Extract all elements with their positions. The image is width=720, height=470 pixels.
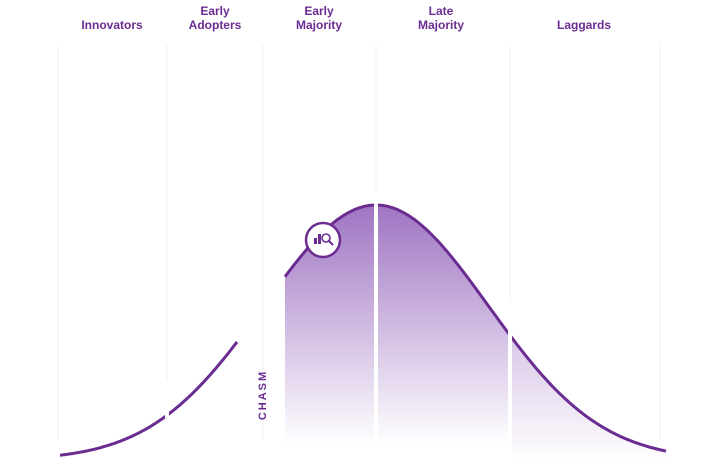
stage-label: Early Majority xyxy=(295,4,342,32)
adoption-curve xyxy=(59,341,239,457)
curve-fill xyxy=(510,335,666,462)
gaps xyxy=(165,190,512,470)
adoption-curve xyxy=(283,203,667,453)
column-lines xyxy=(57,45,661,440)
icon-lens xyxy=(321,233,331,243)
icon-handle xyxy=(328,240,334,246)
stage-label: Innovators xyxy=(81,18,143,32)
search-icon xyxy=(304,221,342,259)
stage-label: Early Adopters xyxy=(188,4,242,32)
icon-bar xyxy=(314,238,317,244)
icon-bar xyxy=(318,234,321,244)
stage-label: Laggards xyxy=(556,18,611,32)
chasm-label: CHASM xyxy=(257,370,269,420)
curve-fill xyxy=(285,205,510,445)
stage-label: Late Majority xyxy=(417,4,464,32)
